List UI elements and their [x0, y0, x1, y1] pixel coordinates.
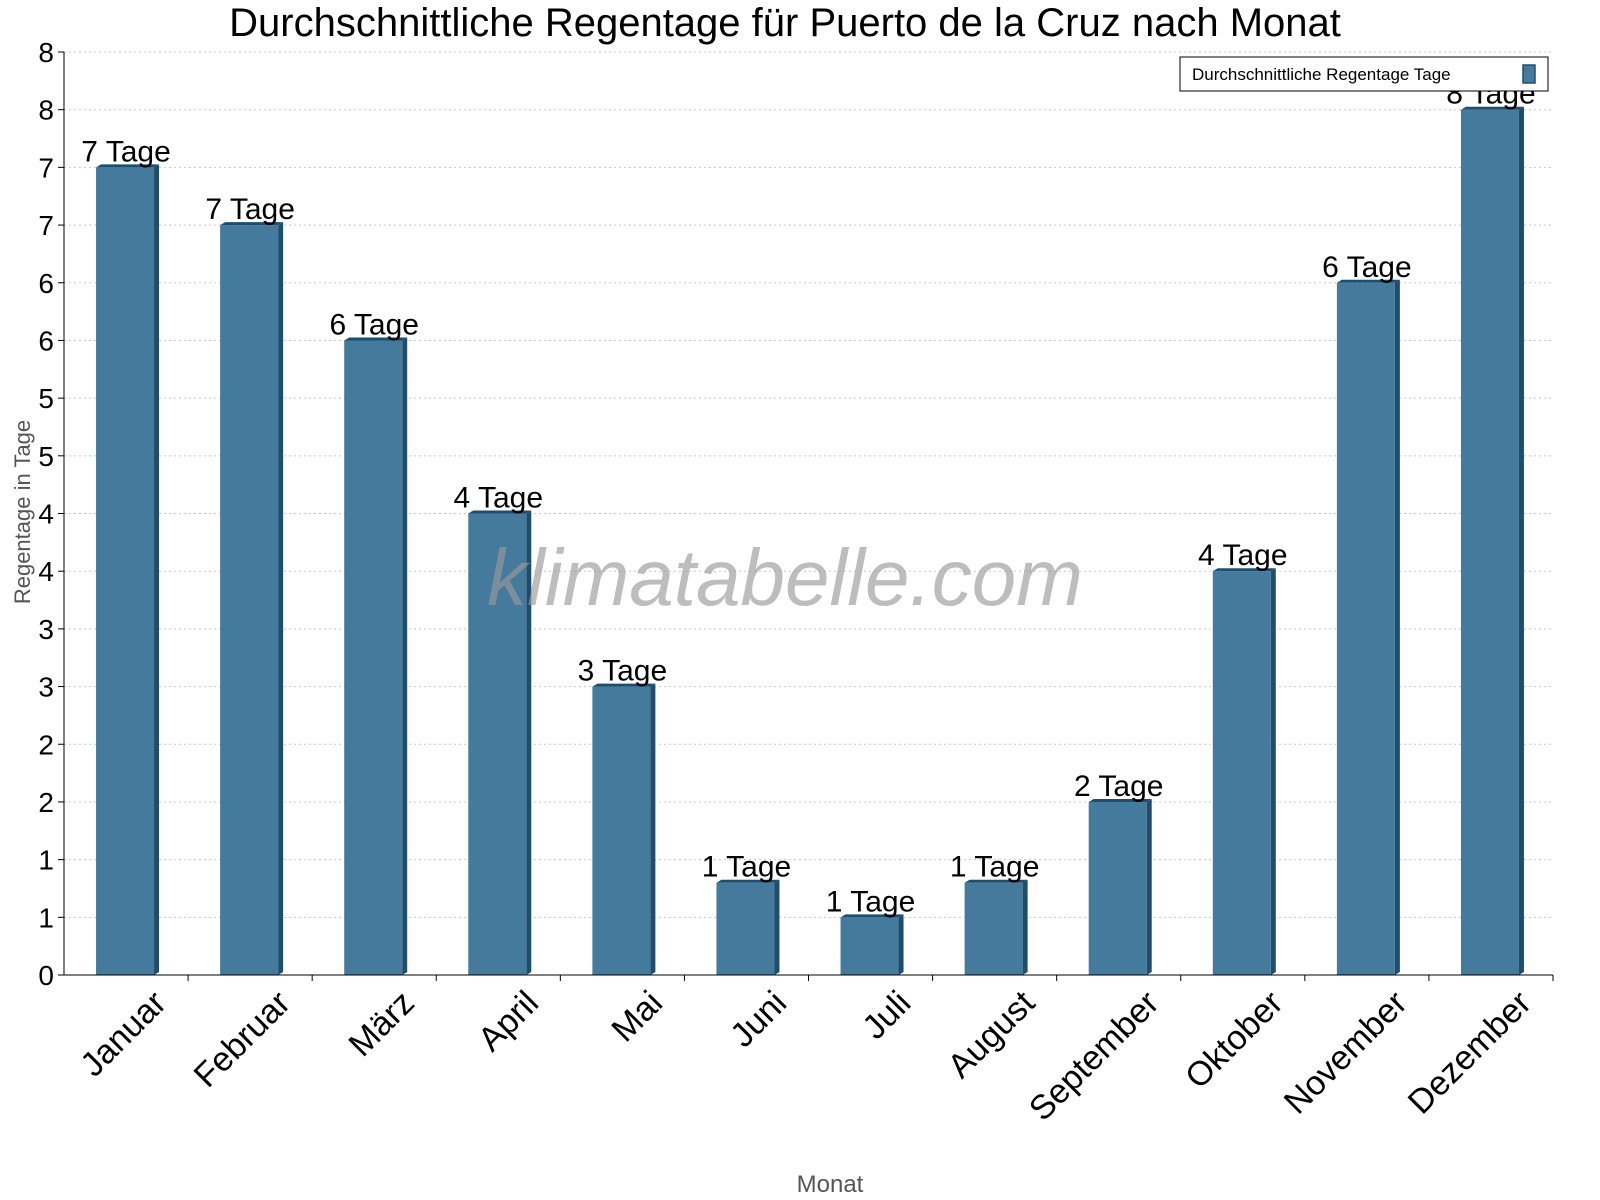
- bar-side: [1270, 568, 1276, 975]
- bar: [1336, 282, 1395, 975]
- x-tick-label: März: [342, 984, 422, 1064]
- y-tick-label: 5: [38, 383, 54, 414]
- bar-top: [1088, 798, 1152, 802]
- watermark: klimatabelle.com: [487, 533, 1083, 622]
- y-tick-label: 8: [38, 37, 54, 68]
- bar-top: [716, 879, 780, 883]
- bars: 7 Tage 7 Tage 6 Tage 4 Tage 3 Tage 1 Tage 1 Ta…: [81, 78, 1536, 975]
- y-tick-label: 2: [38, 787, 54, 818]
- data-label: 1 Tage: [702, 851, 792, 884]
- x-tick-label: Juni: [723, 984, 794, 1055]
- bar: [1460, 109, 1519, 975]
- data-label: 7 Tage: [81, 135, 171, 168]
- bar: [1088, 801, 1147, 975]
- bar-top: [1336, 279, 1400, 283]
- x-tick-label: April: [471, 984, 546, 1059]
- bar: [344, 340, 403, 975]
- legend-box: [1179, 56, 1549, 92]
- data-label: 7 Tage: [205, 193, 295, 226]
- grid-lines: [64, 51, 1553, 918]
- y-tick-label: 3: [38, 672, 54, 703]
- x-tick-label: August: [941, 983, 1043, 1085]
- bar-top: [592, 683, 656, 687]
- legend-label: Durchschnittliche Regentage Tage: [1192, 65, 1451, 84]
- legend: Durchschnittliche Regentage Tage: [1179, 56, 1549, 92]
- data-label: 2 Tage: [1074, 770, 1164, 803]
- y-tick-label: 4: [38, 556, 54, 587]
- y-tick-label: 5: [38, 441, 54, 472]
- bar-top: [1460, 106, 1524, 110]
- x-tick-label: Juli: [855, 984, 918, 1047]
- data-label: 3 Tage: [578, 655, 668, 688]
- x-tick-label: September: [1022, 984, 1166, 1128]
- bar-side: [650, 683, 656, 975]
- data-label: 4 Tage: [454, 482, 544, 515]
- y-axis-label: Regentage in Tage: [10, 420, 35, 604]
- data-label: 4 Tage: [1198, 539, 1288, 572]
- y-tick-label: 3: [38, 614, 54, 645]
- bar-top: [840, 914, 904, 918]
- chart-title: Durchschnittliche Regentage für Puerto d…: [229, 1, 1341, 45]
- bar-side: [1394, 279, 1400, 975]
- bar-side: [278, 222, 284, 975]
- y-tick-label: 1: [38, 845, 54, 876]
- bar-side: [526, 510, 532, 975]
- x-tick-label: November: [1277, 984, 1415, 1122]
- y-tick-label: 2: [38, 729, 54, 760]
- bar: [964, 882, 1023, 975]
- y-tick-label: 7: [38, 152, 54, 183]
- bar-top: [468, 510, 532, 514]
- x-tick-label: Januar: [73, 984, 173, 1084]
- y-tick-label: 7: [38, 210, 54, 241]
- data-label: 1 Tage: [826, 885, 916, 918]
- data-label: 1 Tage: [950, 851, 1040, 884]
- bar-side: [1146, 798, 1152, 975]
- bar-top: [1212, 568, 1276, 572]
- bar: [716, 882, 775, 975]
- x-tick-label: Dezember: [1401, 984, 1539, 1122]
- bar-top: [344, 337, 408, 341]
- bar-side: [154, 164, 160, 975]
- bar-top: [964, 879, 1028, 883]
- data-label: 6 Tage: [329, 308, 419, 341]
- data-label: 6 Tage: [1322, 251, 1412, 284]
- y-tick-label: 4: [38, 499, 54, 530]
- x-axis-label: Monat: [797, 1171, 864, 1198]
- bar: [96, 167, 155, 975]
- bar-top: [220, 222, 284, 226]
- bar: [220, 225, 279, 975]
- legend-swatch: [1522, 64, 1536, 84]
- y-tick-label: 8: [38, 95, 54, 126]
- bar: [468, 513, 527, 975]
- x-tick-label: Februar: [187, 984, 298, 1095]
- y-tick-label: 0: [38, 960, 54, 991]
- bar-side: [774, 879, 780, 975]
- bar: [840, 917, 899, 975]
- y-tick-label: 6: [38, 268, 54, 299]
- bar: [1212, 571, 1271, 975]
- y-tick-label: 1: [38, 902, 54, 933]
- bar-side: [1022, 879, 1028, 975]
- bar-side: [402, 337, 408, 975]
- bar: [592, 686, 651, 975]
- x-tick-label: Mai: [604, 984, 670, 1050]
- y-tick-label: 6: [38, 325, 54, 356]
- bar-side: [1518, 106, 1524, 975]
- bar-top: [96, 164, 160, 168]
- x-tick-label: Oktober: [1178, 984, 1290, 1096]
- bar-side: [898, 914, 904, 975]
